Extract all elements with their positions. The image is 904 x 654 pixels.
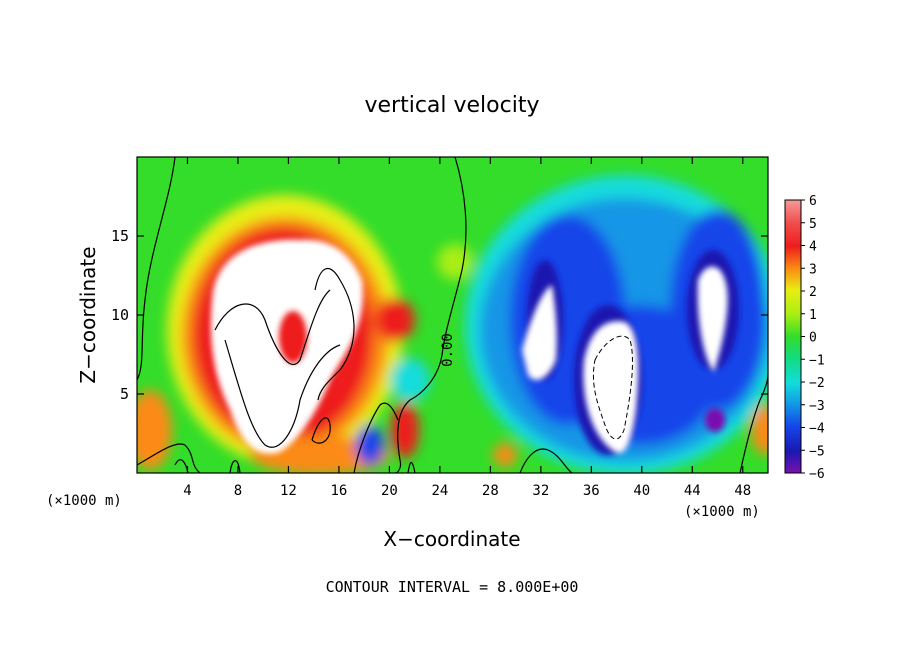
colorbar-tick-label: 2 bbox=[809, 285, 817, 300]
velocity-field bbox=[137, 157, 768, 473]
x-tick-label: 40 bbox=[633, 483, 650, 499]
colorbar-tick-label: −2 bbox=[809, 376, 825, 391]
chart-title: vertical velocity bbox=[364, 93, 539, 118]
x-tick-label: 8 bbox=[234, 483, 242, 499]
colorbar-tick-label: 6 bbox=[809, 194, 817, 209]
colorbar-tick-label: 4 bbox=[809, 240, 817, 255]
y-tick-label: 10 bbox=[111, 306, 129, 324]
colorbar-ticks: 6 5 4 3 2 1 0 −1 −2 −3 −4 −5 −6 bbox=[801, 194, 825, 482]
colorbar-tick-label: 0 bbox=[809, 331, 817, 346]
x-tick-label: 36 bbox=[583, 483, 600, 499]
x-tick-label: 28 bbox=[482, 483, 499, 499]
y-axis-label: Z−coordinate bbox=[76, 246, 100, 383]
x-axis-label: X−coordinate bbox=[383, 527, 520, 551]
y-axis: 5 10 15 bbox=[111, 227, 768, 403]
colorbar-tick-label: −4 bbox=[809, 422, 825, 437]
x-unit-left: (×1000 m) bbox=[46, 493, 122, 509]
x-tick-label: 32 bbox=[532, 483, 549, 499]
colorbar-tick-label: 1 bbox=[809, 308, 817, 323]
x-unit-right: (×1000 m) bbox=[684, 504, 760, 520]
colorbar-tick-label: −1 bbox=[809, 353, 825, 368]
x-tick-label: 44 bbox=[684, 483, 701, 499]
x-tick-label: 16 bbox=[330, 483, 347, 499]
contour-label: 0.00 bbox=[440, 333, 456, 367]
x-tick-label: 24 bbox=[431, 483, 448, 499]
x-tick-label: 48 bbox=[734, 483, 751, 499]
x-tick-label: 12 bbox=[280, 483, 297, 499]
colorbar-tick-label: −5 bbox=[809, 444, 825, 459]
colorbar-tick-label: 3 bbox=[809, 262, 817, 277]
colorbar-tick-label: 5 bbox=[809, 217, 817, 232]
y-tick-label: 5 bbox=[120, 385, 129, 403]
colorbar bbox=[784, 199, 802, 474]
y-tick-label: 15 bbox=[111, 227, 129, 245]
x-tick-label: 20 bbox=[381, 483, 398, 499]
colorbar-tick-label: −3 bbox=[809, 399, 825, 414]
colorbar-tick-label: −6 bbox=[809, 467, 825, 482]
x-axis: 4 8 12 16 20 24 28 32 36 40 44 48 bbox=[183, 157, 751, 499]
contour-interval-footer: CONTOUR INTERVAL = 8.000E+00 bbox=[326, 578, 579, 596]
x-tick-label: 4 bbox=[183, 483, 191, 499]
